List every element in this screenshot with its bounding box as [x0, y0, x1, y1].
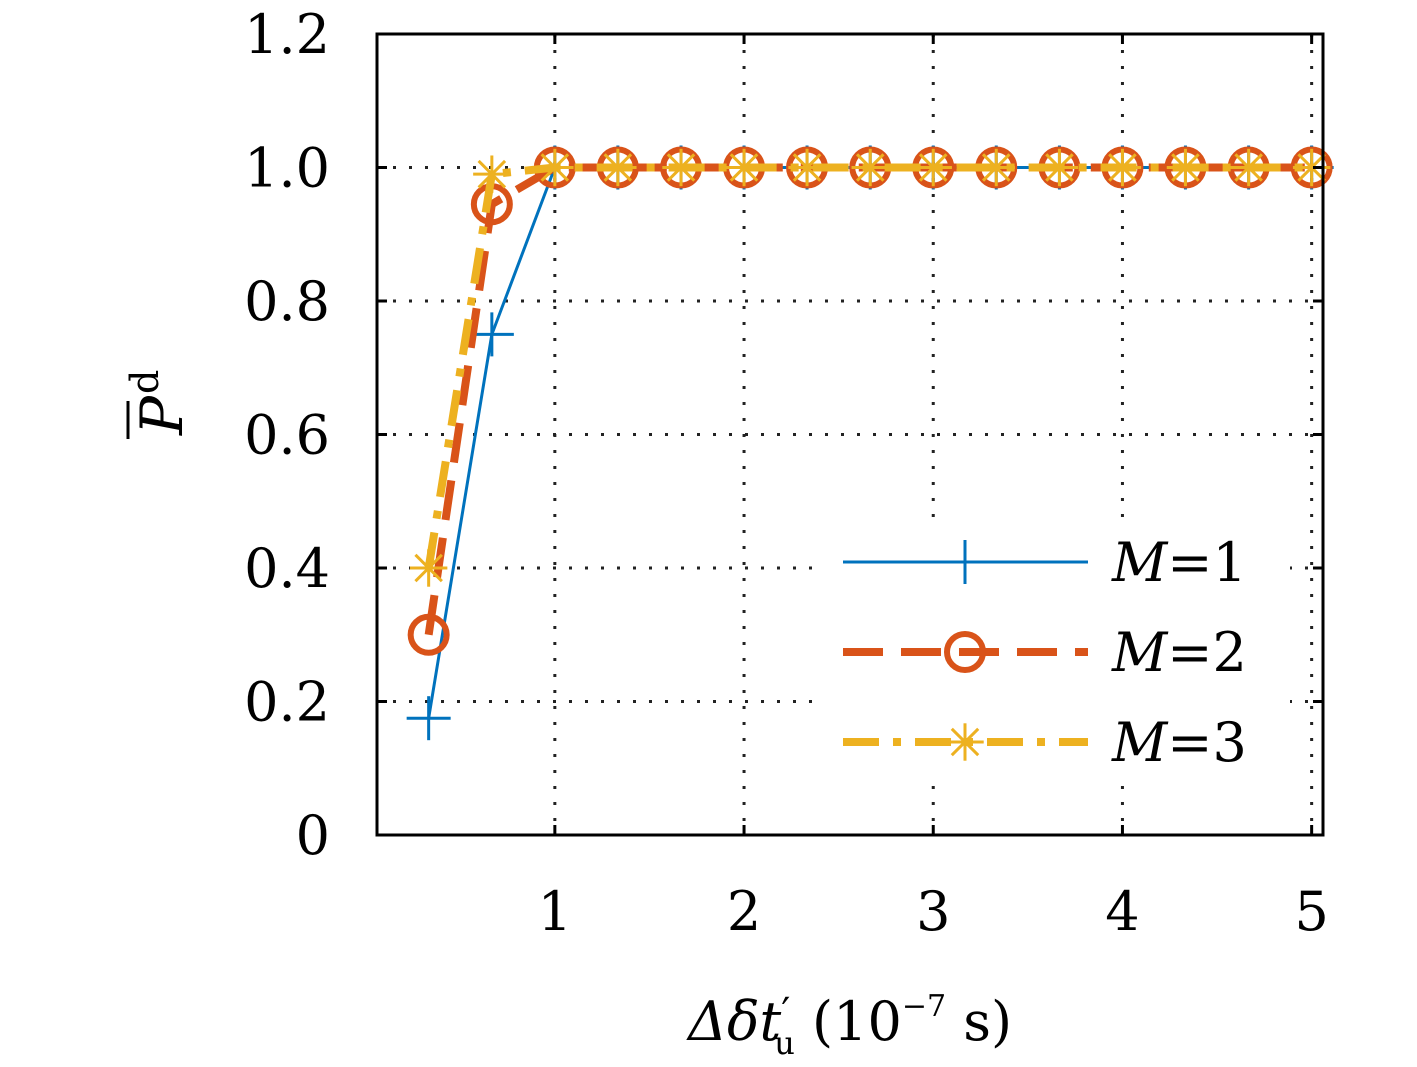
data-point — [788, 148, 826, 187]
data-point — [1292, 148, 1331, 187]
marker-stroke — [1171, 153, 1200, 182]
marker-stroke — [603, 153, 633, 182]
x-axis-label-prime: ′ — [781, 990, 790, 1036]
legend-label-var: M — [1111, 711, 1169, 774]
marker-stroke — [540, 153, 570, 182]
data-point — [1103, 148, 1142, 187]
legend-label-var: M — [1111, 621, 1169, 684]
x-tick-label: 5 — [1294, 880, 1328, 943]
data-point — [662, 148, 700, 187]
marker-stroke — [950, 727, 980, 757]
data-point — [469, 312, 514, 357]
legend-marker — [943, 540, 987, 584]
legend-marker — [944, 631, 986, 673]
x-tick-label: 4 — [1105, 880, 1139, 943]
x-axis-label-sub: u — [774, 1024, 795, 1062]
data-point — [851, 148, 889, 187]
marker-stroke — [1234, 153, 1263, 182]
marker-stroke — [477, 159, 507, 189]
legend-entry: M=3 — [843, 711, 1247, 774]
data-point — [406, 696, 451, 741]
x-axis-label-unit-pre: (10 — [795, 990, 902, 1053]
marker-stroke — [1297, 153, 1326, 182]
x-axis-label-main: Δδt — [686, 990, 782, 1053]
legend-marker — [946, 723, 984, 761]
marker-stroke — [981, 153, 1011, 182]
data-point — [1229, 148, 1268, 187]
series-layer — [406, 145, 1334, 741]
x-axis-label-unit-exp: −7 — [902, 989, 946, 1024]
legend-label-eq: =3 — [1167, 711, 1247, 774]
y-tick-label: 1.0 — [244, 137, 330, 200]
data-point — [409, 549, 448, 587]
data-point — [914, 148, 952, 187]
legend-entry: M=1 — [843, 531, 1247, 594]
data-point — [473, 155, 511, 193]
legend-label: M=3 — [1111, 711, 1247, 774]
legend-label-var: M — [1111, 531, 1169, 594]
grid — [377, 34, 1323, 835]
marker-stroke — [855, 153, 885, 182]
marker-stroke — [1108, 153, 1137, 182]
data-point — [599, 148, 637, 187]
legend: M=1M=2M=3 — [820, 522, 1290, 784]
y-axis-label-sub: d — [123, 370, 167, 394]
marker-stroke — [792, 153, 822, 182]
legend-label-eq: =1 — [1167, 531, 1247, 594]
marker-stroke — [918, 153, 948, 182]
data-point — [1166, 148, 1205, 187]
data-point — [407, 613, 450, 656]
x-axis-label: Δδt′ u (10−7 s) — [686, 989, 1012, 1062]
legend-label-eq: =2 — [1167, 621, 1247, 684]
legend-entry: M=2 — [843, 621, 1247, 684]
data-point — [1040, 148, 1079, 187]
y-axis-label-main: P — [128, 395, 196, 436]
x-axis-label-unit-post: s) — [946, 990, 1012, 1053]
data-point — [536, 148, 574, 187]
marker-stroke — [414, 553, 443, 583]
legend-label: M=2 — [1111, 621, 1247, 684]
axis-ticks: 1 2 3 4 5 0 0.2 0.4 0.6 0.8 1.0 1.2 — [244, 3, 1329, 943]
series-3 — [409, 148, 1331, 587]
y-tick-label: 1.2 — [244, 3, 330, 66]
y-tick-label: 0.6 — [244, 404, 330, 467]
x-tick-label: 2 — [727, 880, 761, 943]
marker-stroke — [1045, 153, 1074, 182]
x-tick-label: 1 — [538, 880, 572, 943]
data-point — [977, 148, 1015, 187]
y-tick-label: 0 — [296, 804, 330, 867]
y-tick-label: 0.2 — [244, 671, 330, 734]
data-point — [725, 148, 763, 187]
marker-stroke — [666, 153, 696, 182]
legend-label: M=1 — [1111, 531, 1247, 594]
x-tick-label: 3 — [916, 880, 950, 943]
y-axis-label: Pd — [123, 370, 196, 436]
marker-stroke — [729, 153, 759, 182]
y-tick-label: 0.4 — [244, 537, 330, 600]
y-axis-label-group: Pd — [123, 370, 196, 439]
y-tick-label: 0.8 — [244, 270, 330, 333]
